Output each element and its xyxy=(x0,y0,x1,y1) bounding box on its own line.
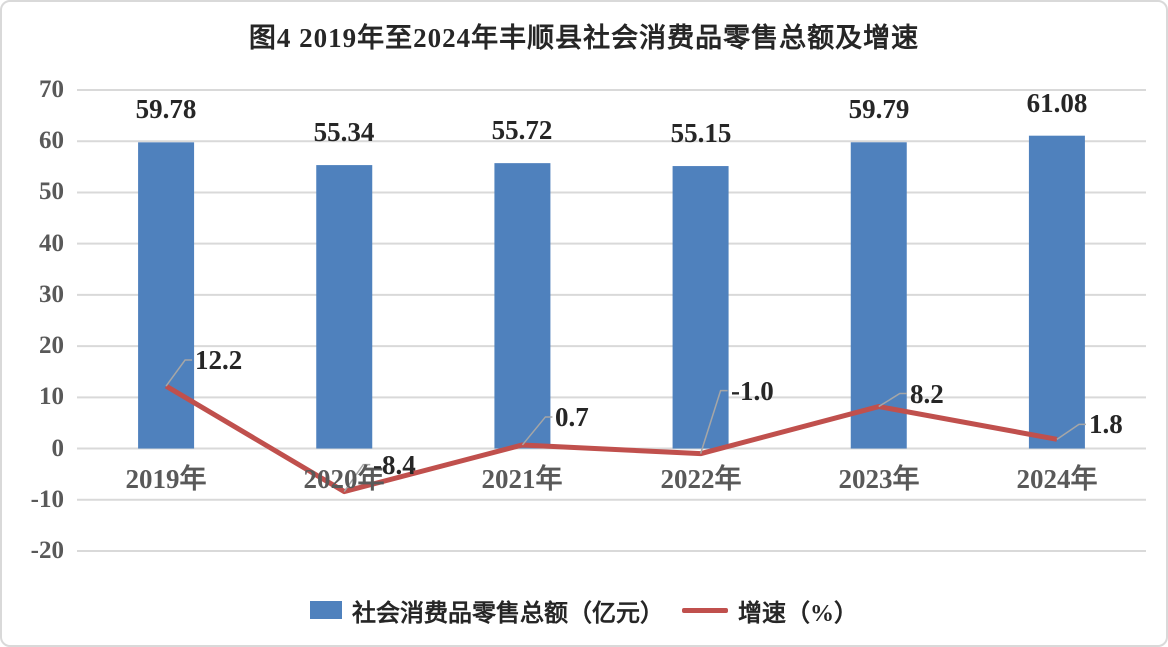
data-label-leader-line xyxy=(343,463,371,492)
x-axis-category-label: 2021年 xyxy=(481,464,563,494)
growth-line xyxy=(164,383,1058,495)
growth-value-label: -8.4 xyxy=(373,450,416,480)
data-label-leader-line xyxy=(878,392,907,408)
bar-2020年 xyxy=(316,165,373,449)
bar-value-label: 55.15 xyxy=(670,118,732,148)
growth-value-label: 0.7 xyxy=(555,402,589,432)
bar-value-label: 61.08 xyxy=(1026,88,1088,118)
x-axis-category-label: 2020年 xyxy=(303,464,385,494)
growth-value-label: 8.2 xyxy=(910,379,944,409)
bar-2021年 xyxy=(494,163,551,449)
legend-label-retail-total: 社会消费品零售总额（亿元） xyxy=(352,600,664,627)
y-axis-tick-label: 10 xyxy=(39,383,64,410)
growth-value-label: 1.8 xyxy=(1089,409,1123,439)
y-axis-tick-label: 20 xyxy=(39,332,64,359)
bar-value-label: 55.34 xyxy=(313,117,375,147)
y-axis-tick-label: -20 xyxy=(30,537,64,564)
bar-value-label: 59.78 xyxy=(135,94,197,124)
legend-item-retail-total: 社会消费品零售总额（亿元） xyxy=(310,593,664,628)
y-axis-tick-label: -10 xyxy=(30,486,64,513)
data-label-leader-line xyxy=(1056,423,1086,440)
bar-2022年 xyxy=(672,166,729,449)
x-axis-category-label: 2019年 xyxy=(125,464,207,494)
growth-value-label: 12.2 xyxy=(195,345,243,375)
bar-value-label: 59.79 xyxy=(848,94,910,124)
x-axis-category-label: 2024年 xyxy=(1016,464,1098,494)
x-axis-category-label: 2023年 xyxy=(838,464,920,494)
legend: 社会消费品零售总额（亿元） 增速（%） xyxy=(2,590,1166,630)
data-label-leader-line xyxy=(699,389,728,454)
bar-2019年 xyxy=(138,142,195,449)
chart-title: 图4 2019年至2024年丰顺县社会消费品零售总额及增速 xyxy=(248,23,920,53)
y-axis-tick-label: 50 xyxy=(39,178,64,205)
x-axis-category-label: 2022年 xyxy=(660,464,742,494)
y-axis-tick-label: 0 xyxy=(51,435,65,462)
y-axis-tick-label: 30 xyxy=(39,281,64,308)
bar-2023年 xyxy=(850,142,907,449)
legend-item-growth-rate: 增速（%） xyxy=(682,593,858,628)
data-label-leader-line xyxy=(165,359,193,387)
bar-series-swatch xyxy=(310,601,342,619)
y-axis-tick-label: 40 xyxy=(39,230,64,257)
bar-value-label: 55.72 xyxy=(491,115,553,145)
legend-label-growth-rate: 增速（%） xyxy=(738,600,858,627)
growth-value-label: -1.0 xyxy=(731,376,774,406)
data-label-leader-line xyxy=(521,416,553,446)
y-axis-tick-label: 60 xyxy=(39,127,64,154)
y-axis-tick-label: 70 xyxy=(39,76,64,103)
line-series-swatch xyxy=(682,607,728,613)
bar-2024年 xyxy=(1028,135,1085,449)
